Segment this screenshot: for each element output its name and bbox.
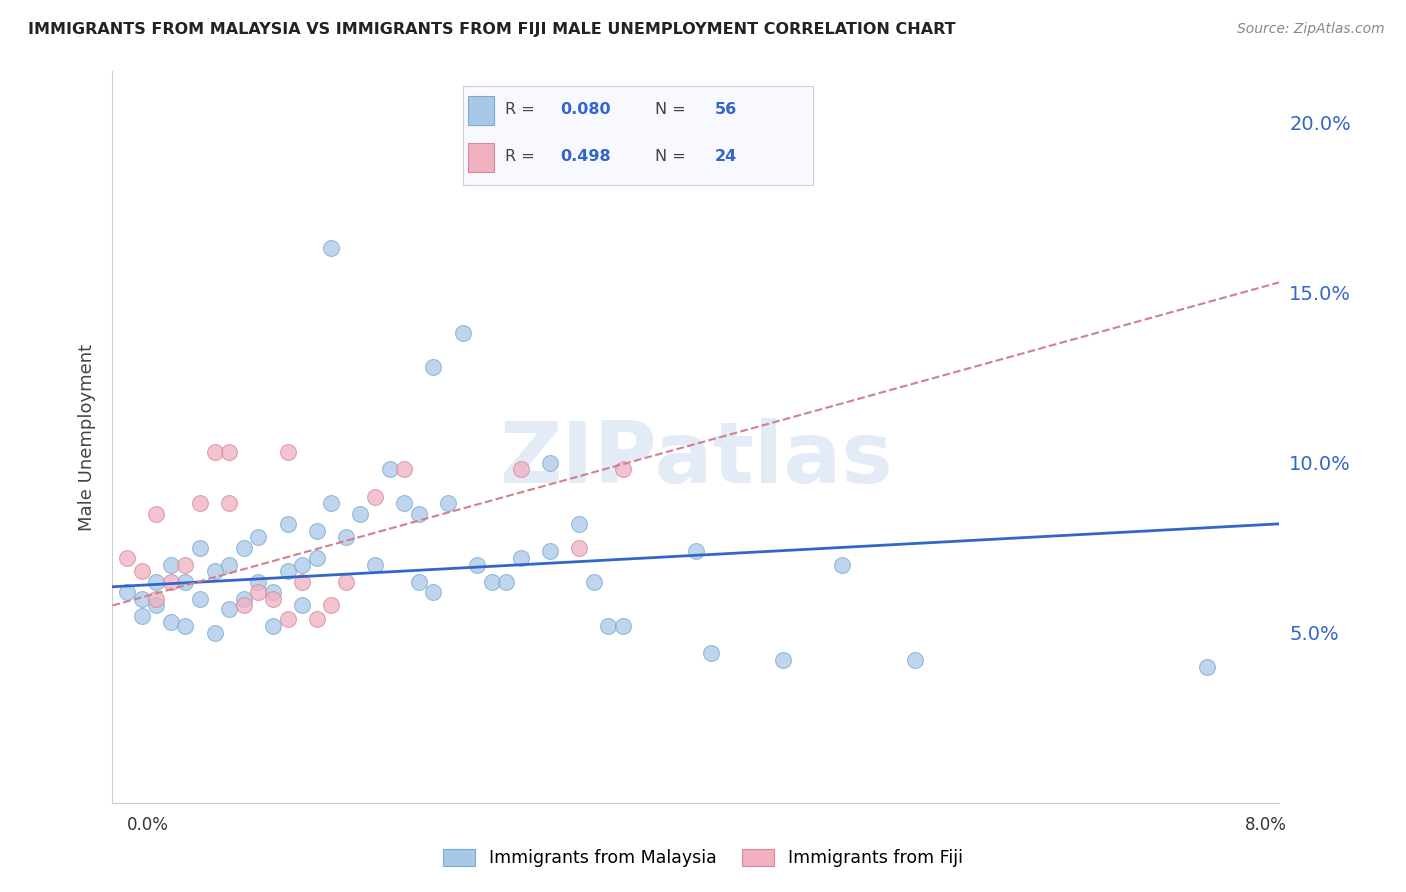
- Point: [465, 558, 488, 572]
- Point: [364, 490, 387, 504]
- Point: [422, 585, 444, 599]
- Point: [831, 558, 853, 572]
- Point: [232, 599, 254, 613]
- Point: [247, 574, 270, 589]
- Point: [160, 574, 183, 589]
- Point: [598, 619, 620, 633]
- Point: [349, 507, 371, 521]
- Point: [188, 591, 211, 606]
- Point: [582, 574, 605, 589]
- Point: [276, 612, 298, 626]
- Point: [321, 496, 343, 510]
- Point: [394, 462, 416, 476]
- Point: [174, 574, 197, 589]
- Point: [335, 531, 357, 545]
- Point: [276, 516, 298, 531]
- Point: [305, 612, 328, 626]
- Point: [408, 507, 430, 521]
- Point: [1195, 659, 1218, 673]
- Point: [247, 585, 270, 599]
- Point: [772, 653, 794, 667]
- Point: [218, 558, 240, 572]
- Point: [394, 496, 416, 510]
- Point: [145, 574, 167, 589]
- Point: [378, 462, 401, 476]
- Point: [262, 591, 284, 606]
- Point: [145, 599, 167, 613]
- Point: [699, 646, 721, 660]
- Point: [291, 558, 314, 572]
- Point: [612, 462, 634, 476]
- Point: [276, 445, 298, 459]
- Point: [115, 585, 138, 599]
- Text: Source: ZipAtlas.com: Source: ZipAtlas.com: [1237, 22, 1385, 37]
- Point: [204, 625, 226, 640]
- Point: [174, 558, 197, 572]
- Point: [437, 496, 460, 510]
- Point: [131, 565, 153, 579]
- Point: [422, 360, 444, 375]
- Text: 0.0%: 0.0%: [127, 816, 169, 834]
- Point: [204, 445, 226, 459]
- Point: [538, 544, 561, 558]
- Point: [131, 608, 153, 623]
- Point: [904, 653, 927, 667]
- Point: [612, 619, 634, 633]
- Point: [145, 591, 167, 606]
- Point: [188, 496, 211, 510]
- Point: [495, 574, 517, 589]
- Point: [291, 574, 314, 589]
- Point: [218, 445, 240, 459]
- Point: [160, 558, 183, 572]
- Point: [145, 507, 167, 521]
- Y-axis label: Male Unemployment: Male Unemployment: [77, 343, 96, 531]
- Point: [131, 591, 153, 606]
- Point: [538, 456, 561, 470]
- Point: [115, 550, 138, 565]
- Point: [451, 326, 474, 341]
- Point: [408, 574, 430, 589]
- Point: [305, 550, 328, 565]
- Point: [160, 615, 183, 630]
- Point: [262, 619, 284, 633]
- Point: [685, 544, 707, 558]
- Point: [188, 541, 211, 555]
- Text: IMMIGRANTS FROM MALAYSIA VS IMMIGRANTS FROM FIJI MALE UNEMPLOYMENT CORRELATION C: IMMIGRANTS FROM MALAYSIA VS IMMIGRANTS F…: [28, 22, 956, 37]
- Point: [291, 599, 314, 613]
- Text: ZIPatlas: ZIPatlas: [499, 417, 893, 500]
- Point: [232, 591, 254, 606]
- Point: [509, 462, 531, 476]
- Point: [232, 541, 254, 555]
- Point: [204, 565, 226, 579]
- Point: [247, 531, 270, 545]
- Point: [218, 496, 240, 510]
- Point: [568, 541, 591, 555]
- Point: [276, 565, 298, 579]
- Point: [509, 550, 531, 565]
- Point: [335, 574, 357, 589]
- Point: [321, 599, 343, 613]
- Point: [218, 602, 240, 616]
- Point: [481, 574, 503, 589]
- Point: [305, 524, 328, 538]
- Text: 8.0%: 8.0%: [1244, 816, 1286, 834]
- Legend: Immigrants from Malaysia, Immigrants from Fiji: Immigrants from Malaysia, Immigrants fro…: [436, 842, 970, 874]
- Point: [321, 241, 343, 255]
- Point: [262, 585, 284, 599]
- Point: [568, 516, 591, 531]
- Point: [364, 558, 387, 572]
- Point: [174, 619, 197, 633]
